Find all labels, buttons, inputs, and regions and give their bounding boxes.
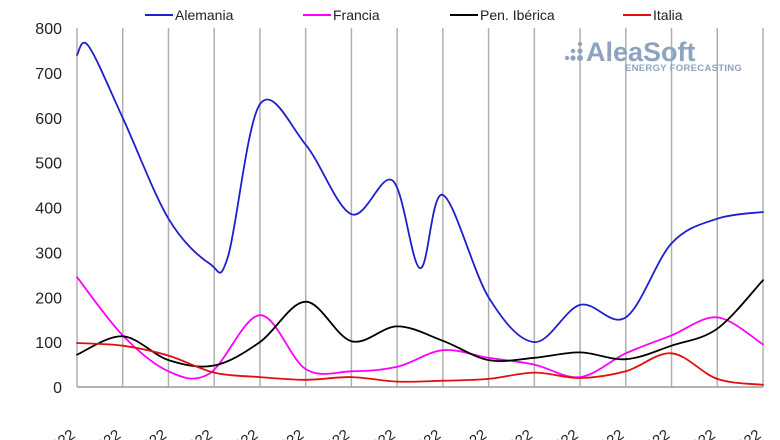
y-tick-label: 500 xyxy=(35,156,62,173)
watermark-tagline: ENERGY FORECASTING xyxy=(625,63,742,74)
x-tick-label: /2022 xyxy=(221,426,262,440)
x-tick-label: /2022 xyxy=(587,426,628,440)
y-tick-label: 200 xyxy=(35,290,62,307)
x-tick-label: /2022 xyxy=(38,426,79,440)
x-tick-label: /2022 xyxy=(84,426,125,440)
legend-label: Pen. Ibérica xyxy=(480,7,555,23)
series-line-3 xyxy=(76,342,764,386)
y-tick-label: 700 xyxy=(35,66,62,83)
series-lines xyxy=(76,41,764,386)
x-tick-label: /2022 xyxy=(404,426,445,440)
watermark-logo: AleaSoft ENERGY FORECASTING xyxy=(564,37,742,74)
x-tick-label: /2022 xyxy=(129,426,170,440)
legend: Alemania Francia Pen. Ibérica Italia xyxy=(145,7,683,23)
x-tick-label: /2022 xyxy=(358,426,399,440)
x-tick-label: /2022 xyxy=(266,426,307,440)
watermark-brand: AleaSoft xyxy=(586,37,696,67)
logo-dots-icon xyxy=(564,41,583,61)
x-tick-label: /2022 xyxy=(678,426,719,440)
y-axis-ticks: 0 100 200 300 400 500 600 700 800 xyxy=(35,21,62,397)
grid-lines xyxy=(76,28,764,387)
x-tick-label: /2022 xyxy=(495,426,536,440)
x-axis-ticks: /2022/2022/2022/2022/2022/2022/2022/2022… xyxy=(38,426,765,440)
legend-label: Francia xyxy=(333,7,380,23)
x-tick-label: /2022 xyxy=(632,426,673,440)
y-tick-label: 0 xyxy=(53,380,62,397)
x-tick-label: /2022 xyxy=(449,426,490,440)
y-tick-label: 400 xyxy=(35,201,62,218)
x-tick-label: /2022 xyxy=(541,426,582,440)
x-tick-label: /2022 xyxy=(175,426,216,440)
series-line-1 xyxy=(76,276,764,380)
y-tick-label: 800 xyxy=(35,21,62,38)
series-line-0 xyxy=(76,41,764,344)
legend-label: Alemania xyxy=(175,7,234,23)
x-tick-label: /2022 xyxy=(312,426,353,440)
x-tick-label: /2022 xyxy=(724,426,765,440)
series-line-2 xyxy=(76,279,764,368)
y-tick-label: 300 xyxy=(35,245,62,262)
y-tick-label: 600 xyxy=(35,111,62,128)
legend-label: Italia xyxy=(653,7,683,23)
y-tick-label: 100 xyxy=(35,335,62,352)
